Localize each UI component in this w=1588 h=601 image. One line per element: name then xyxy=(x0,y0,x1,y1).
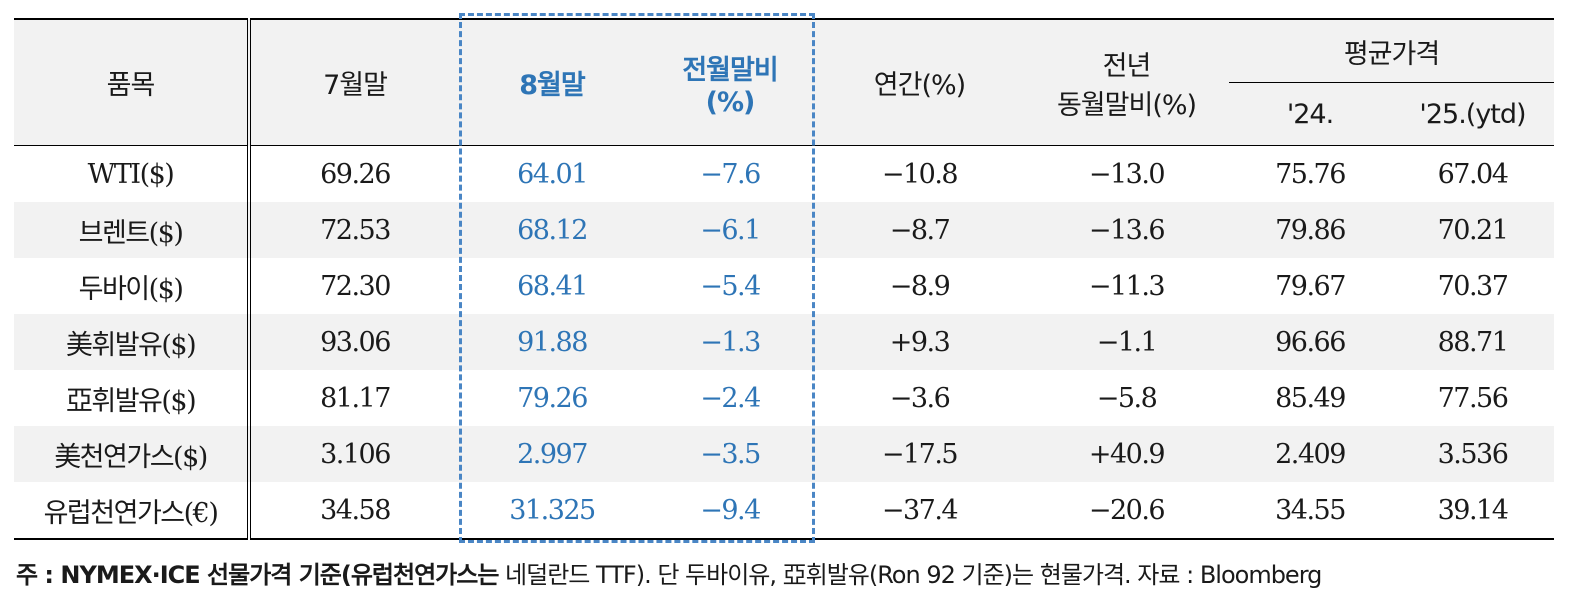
cell-avg24: 79.67 xyxy=(1275,270,1346,302)
cell-yoy: −5.8 xyxy=(1096,382,1158,414)
cell-jul: 72.30 xyxy=(320,270,391,302)
cell-avg25: 3.536 xyxy=(1391,426,1554,482)
cell-ytd: +9.3 xyxy=(815,314,1024,370)
cell-avg25: 67.04 xyxy=(1437,158,1509,190)
cell-yoy: −11.3 xyxy=(1088,270,1166,302)
cell-avg24: 85.49 xyxy=(1275,382,1346,414)
cell-mom: −7.6 xyxy=(700,158,761,190)
header-mom-line2: (%) xyxy=(705,86,756,118)
cell-avg24: 79.86 xyxy=(1229,202,1391,258)
commodity-price-table: 품목 7월말 8월말 전월말비 (%) 연간(%) 전년 동월말비(%) 평균가… xyxy=(14,18,1554,540)
cell-jul: 3.106 xyxy=(249,426,459,482)
footnote: 주 : NYMEX·ICE 선물가격 기준(유럽천연가스는 네덜란드 TTF).… xyxy=(16,555,1322,590)
header-avg: 평균가격 xyxy=(1229,19,1554,83)
cell-ytd: −8.9 xyxy=(889,270,951,302)
table-row: WTI($) 69.26 64.01 −7.6 −10.8 −13.0 75.7… xyxy=(14,145,1554,202)
cell-aug: 79.26 xyxy=(517,382,588,414)
cell-jul: 69.26 xyxy=(320,158,391,190)
footnote-prefix: 주 : NYMEX·ICE 선물가격 기준(유럽천연가스는 xyxy=(16,561,499,589)
table-row: 美천연가스($) 3.106 2.997 −3.5 −17.5 +40.9 2.… xyxy=(14,426,1554,482)
table-header: 품목 7월말 8월말 전월말비 (%) 연간(%) 전년 동월말비(%) 평균가… xyxy=(14,19,1554,146)
cell-avg24: 2.409 xyxy=(1229,426,1391,482)
header-avg-25: '25.(ytd) xyxy=(1391,82,1554,146)
table-row: 브렌트($) 72.53 68.12 −6.1 −8.7 −13.6 79.86… xyxy=(14,202,1554,258)
cell-yoy: −20.6 xyxy=(1024,482,1229,540)
header-mom-line1: 전월말비 xyxy=(682,54,778,86)
cell-avg25: 70.21 xyxy=(1391,202,1554,258)
cell-item: 亞휘발유($) xyxy=(14,370,251,426)
cell-ytd: −10.8 xyxy=(881,158,959,190)
cell-avg25: 39.14 xyxy=(1391,482,1554,540)
cell-yoy: +40.9 xyxy=(1024,426,1229,482)
cell-yoy: −1.1 xyxy=(1024,314,1229,370)
cell-aug: 31.325 xyxy=(459,482,645,540)
cell-mom: −1.3 xyxy=(645,314,815,370)
table-body: WTI($) 69.26 64.01 −7.6 −10.8 −13.0 75.7… xyxy=(14,145,1554,540)
cell-ytd: −37.4 xyxy=(815,482,1024,540)
header-aug: 8월말 xyxy=(459,19,645,146)
cell-item: 美휘발유($) xyxy=(14,314,251,370)
table-row: 유럽천연가스(€) 34.58 31.325 −9.4 −37.4 −20.6 … xyxy=(14,482,1554,540)
cell-aug: 64.01 xyxy=(517,158,588,190)
header-yoy-line1: 전년 xyxy=(1102,50,1152,82)
header-yoy-line2: 동월말비(%) xyxy=(1056,89,1197,121)
cell-ytd: −8.7 xyxy=(815,202,1024,258)
cell-item: 두바이($) xyxy=(14,258,251,314)
cell-aug: 68.12 xyxy=(459,202,645,258)
cell-ytd: −3.6 xyxy=(889,382,951,414)
cell-avg24: 96.66 xyxy=(1229,314,1391,370)
cell-mom: −5.4 xyxy=(700,270,761,302)
cell-avg25: 70.37 xyxy=(1437,270,1509,302)
header-mom: 전월말비 (%) xyxy=(645,19,815,146)
cell-yoy: −13.6 xyxy=(1024,202,1229,258)
cell-yoy: −13.0 xyxy=(1088,158,1166,190)
table-row: 亞휘발유($) 81.17 79.26 −2.4 −3.6 −5.8 85.49… xyxy=(14,370,1554,426)
header-ytd: 연간(%) xyxy=(815,19,1024,146)
cell-avg24: 75.76 xyxy=(1275,158,1346,190)
cell-item: 브렌트($) xyxy=(14,202,251,258)
cell-jul: 93.06 xyxy=(249,314,459,370)
cell-avg24: 34.55 xyxy=(1229,482,1391,540)
cell-mom: −6.1 xyxy=(645,202,815,258)
price-table-wrapper: 품목 7월말 8월말 전월말비 (%) 연간(%) 전년 동월말비(%) 평균가… xyxy=(14,18,1554,540)
cell-item: 美천연가스($) xyxy=(14,426,251,482)
header-avg-24: '24. xyxy=(1229,82,1391,146)
cell-jul: 72.53 xyxy=(249,202,459,258)
header-item: 품목 xyxy=(14,19,251,146)
cell-jul: 34.58 xyxy=(249,482,459,540)
cell-item: 유럽천연가스(€) xyxy=(14,482,251,540)
cell-mom: −2.4 xyxy=(700,382,761,414)
cell-aug: 2.997 xyxy=(459,426,645,482)
cell-mom: −3.5 xyxy=(645,426,815,482)
cell-aug: 91.88 xyxy=(459,314,645,370)
cell-item: WTI($) xyxy=(14,145,251,202)
table-row: 두바이($) 72.30 68.41 −5.4 −8.9 −11.3 79.67… xyxy=(14,258,1554,314)
header-jul: 7월말 xyxy=(249,19,459,146)
cell-ytd: −17.5 xyxy=(815,426,1024,482)
cell-avg25: 77.56 xyxy=(1437,382,1509,414)
cell-mom: −9.4 xyxy=(645,482,815,540)
table-row: 美휘발유($) 93.06 91.88 −1.3 +9.3 −1.1 96.66… xyxy=(14,314,1554,370)
header-yoy: 전년 동월말비(%) xyxy=(1024,19,1229,146)
cell-aug: 68.41 xyxy=(517,270,588,302)
footnote-rest: 네덜란드 TTF). 단 두바이유, 亞휘발유(Ron 92 기준)는 현물가격… xyxy=(498,561,1322,589)
cell-avg25: 88.71 xyxy=(1391,314,1554,370)
cell-jul: 81.17 xyxy=(320,382,391,414)
